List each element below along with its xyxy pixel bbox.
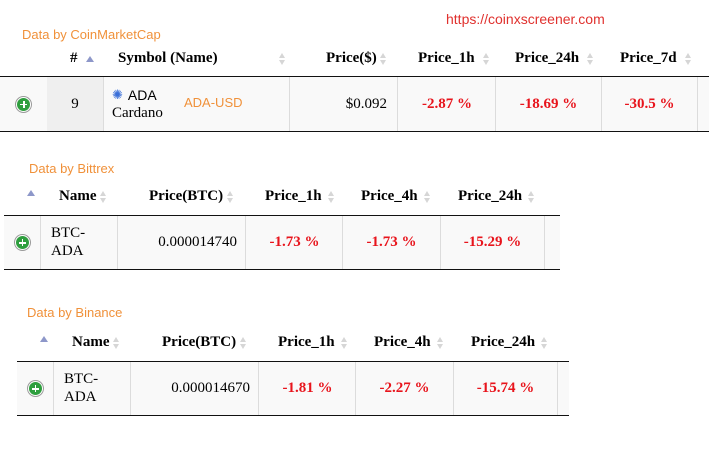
binance-col-name-label: Name: [72, 334, 110, 350]
plus-circle-icon[interactable]: [14, 235, 30, 250]
sort-icon: [99, 190, 107, 203]
binance-col-price-4h[interactable]: Price_4h: [374, 334, 444, 351]
plus-circle-icon[interactable]: [16, 96, 31, 112]
binance-col-price-24h[interactable]: Price_24h: [471, 334, 548, 351]
cmc-symbol-cell: ✺ ADA Cardano ADA-USD: [104, 77, 290, 131]
sort-asc-icon: [27, 190, 35, 196]
cmc-col-rank-label: #: [70, 50, 78, 66]
cmc-col-price-7d[interactable]: Price_7d: [620, 50, 692, 67]
cmc-pair-link[interactable]: ADA-USD: [184, 95, 243, 110]
cmc-col-price-label: Price($): [326, 50, 377, 66]
cmc-expand-cell: [0, 77, 48, 131]
bittrex-price-24h-cell: -15.29 %: [441, 216, 545, 269]
cmc-header-row: # Symbol (Name) Price($) Price_1h Price_…: [0, 42, 709, 76]
sort-icon: [684, 52, 692, 65]
binance-price-cell: 0.000014670: [131, 362, 259, 415]
cmc-table-row: 9 ✺ ADA Cardano ADA-USD $0.092 -2.87 % -…: [0, 76, 709, 132]
bittrex-col-price-4h[interactable]: Price_4h: [361, 188, 431, 205]
binance-price-24h-cell: -15.74 %: [454, 362, 558, 415]
binance-col-price-24h-label: Price_24h: [471, 334, 536, 350]
cmc-col-price[interactable]: Price($): [326, 50, 387, 67]
bittrex-col-price[interactable]: Price(BTC): [149, 188, 234, 205]
binance-name-line2: ADA: [64, 389, 97, 405]
bittrex-col-price-1h[interactable]: Price_1h: [265, 188, 335, 205]
bittrex-price-1h-cell: -1.73 %: [247, 216, 343, 269]
bittrex-col-price-label: Price(BTC): [149, 188, 224, 204]
section-title-coinmarketcap: Data by CoinMarketCap: [22, 27, 161, 42]
bittrex-col-price-24h-label: Price_24h: [458, 188, 523, 204]
bittrex-name-cell: BTC- ADA: [41, 216, 118, 269]
binance-expand-cell: [17, 362, 54, 415]
sort-icon: [528, 190, 535, 203]
sort-icon: [436, 336, 444, 349]
bittrex-name-line2: ADA: [51, 243, 84, 259]
binance-col-price-1h[interactable]: Price_1h: [278, 334, 348, 351]
sort-icon: [541, 336, 548, 349]
cmc-col-symbol-label: Symbol (Name): [118, 50, 218, 66]
bittrex-col-name[interactable]: Name: [59, 188, 107, 205]
sort-icon: [482, 52, 490, 65]
sort-icon: [379, 52, 387, 65]
binance-table-row: BTC- ADA 0.000014670 -1.81 % -2.27 % -15…: [17, 361, 569, 416]
cmc-price-cell: $0.092: [290, 77, 398, 131]
cmc-col-price-1h[interactable]: Price_1h: [418, 50, 490, 67]
cmc-col-rank[interactable]: #: [70, 50, 94, 67]
binance-price-1h-cell: -1.81 %: [260, 362, 356, 415]
binance-col-name[interactable]: Name: [72, 334, 120, 351]
sort-icon: [279, 52, 286, 65]
bittrex-col-name-label: Name: [59, 188, 97, 204]
sort-icon: [423, 190, 431, 203]
cmc-col-price-7d-label: Price_7d: [620, 50, 677, 66]
cmc-price-7d-cell: -30.5 %: [602, 77, 698, 131]
binance-price-4h-cell: -2.27 %: [356, 362, 454, 415]
bittrex-price-4h-cell: -1.73 %: [343, 216, 441, 269]
sort-icon: [587, 52, 594, 65]
sort-icon: [227, 190, 234, 203]
bittrex-col-price-4h-label: Price_4h: [361, 188, 418, 204]
cmc-col-price-1h-label: Price_1h: [418, 50, 475, 66]
bittrex-header-row: Name Price(BTC) Price_1h Price_4h Price_…: [0, 180, 560, 214]
binance-header-row: Name Price(BTC) Price_1h Price_4h Price_…: [0, 326, 570, 360]
binance-name-line1: BTC-: [64, 371, 99, 387]
cmc-rank-cell: 9: [47, 77, 104, 131]
sort-icon: [340, 336, 348, 349]
cmc-col-price-24h-label: Price_24h: [515, 50, 580, 66]
cmc-col-symbol[interactable]: Symbol (Name): [118, 50, 286, 67]
binance-col-price-1h-label: Price_1h: [278, 334, 335, 350]
binance-col-price-label: Price(BTC): [162, 334, 237, 350]
bittrex-col-price-24h[interactable]: Price_24h: [458, 188, 535, 205]
bittrex-name-line1: BTC-: [51, 225, 86, 241]
section-title-bittrex: Data by Bittrex: [29, 161, 115, 176]
sort-icon: [327, 190, 335, 203]
bittrex-price-cell: 0.000014740: [118, 216, 246, 269]
sort-asc-icon: [85, 55, 94, 62]
cmc-symbol-line: ✺ ADA: [112, 87, 157, 103]
binance-col-price-4h-label: Price_4h: [374, 334, 431, 350]
sort-icon: [112, 336, 120, 349]
cmc-price-24h-cell: -18.69 %: [496, 77, 602, 131]
binance-col-price[interactable]: Price(BTC): [162, 334, 247, 351]
cmc-price-1h-cell: -2.87 %: [399, 77, 496, 131]
bittrex-col-price-1h-label: Price_1h: [265, 188, 322, 204]
site-url[interactable]: https://coinxscreener.com: [446, 11, 605, 27]
cmc-col-price-24h[interactable]: Price_24h: [515, 50, 594, 67]
cardano-logo-icon: ✺: [112, 87, 123, 102]
bittrex-expand-cell: [4, 216, 41, 269]
bittrex-table-row: BTC- ADA 0.000014740 -1.73 % -1.73 % -15…: [4, 215, 560, 270]
sort-icon: [240, 336, 247, 349]
plus-circle-icon[interactable]: [27, 381, 43, 396]
section-title-binance: Data by Binance: [27, 305, 123, 320]
cmc-symbol: ADA: [127, 87, 157, 103]
binance-name-cell: BTC- ADA: [54, 362, 131, 415]
cmc-coin-name: Cardano: [112, 105, 163, 121]
sort-asc-icon: [40, 336, 48, 342]
